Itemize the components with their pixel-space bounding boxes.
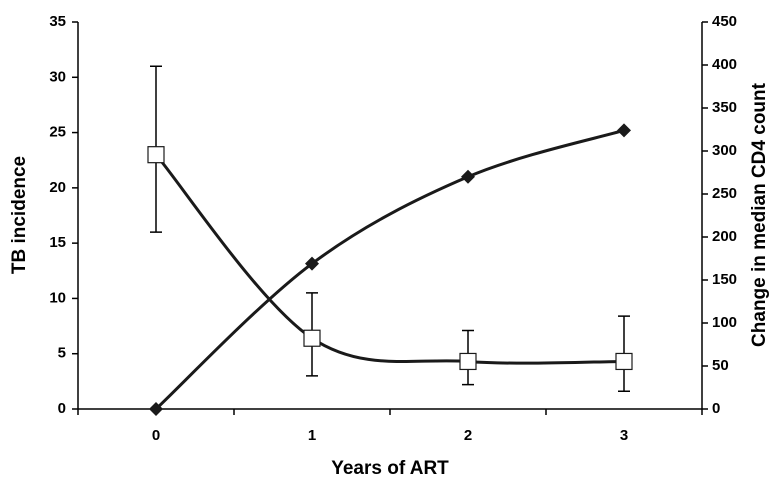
y-tick-label: 10 — [49, 289, 66, 306]
y2-tick-label: 0 — [712, 400, 720, 417]
y-axis-title: TB incidence — [9, 156, 30, 274]
y-tick-label: 25 — [49, 124, 66, 141]
y2-tick-label: 450 — [712, 13, 737, 30]
y2-tick-label: 300 — [712, 142, 737, 159]
y-tick-label: 15 — [49, 234, 66, 251]
marker-diamond — [461, 169, 475, 184]
marker-square — [303, 329, 321, 347]
y-tick-label: 35 — [49, 13, 66, 30]
y-tick-label: 20 — [49, 179, 66, 196]
y-tick-label: 0 — [58, 400, 66, 417]
y-tick-label: 30 — [49, 68, 66, 85]
x-tick-label: 1 — [308, 427, 316, 444]
x-axis-title: Years of ART — [331, 458, 449, 479]
x-tick-label: 3 — [620, 427, 628, 444]
marker-square — [615, 352, 633, 371]
series-line — [154, 153, 625, 365]
y2-tick-label: 250 — [712, 185, 737, 202]
y2-tick-label: 400 — [712, 56, 737, 73]
y-tick-label: 5 — [58, 345, 66, 362]
marker-square — [459, 352, 477, 371]
marker-diamond — [149, 402, 163, 416]
marker-diamond — [305, 256, 319, 271]
marker-diamond — [617, 123, 631, 138]
marker-square — [147, 146, 165, 164]
y2-tick-label: 50 — [712, 357, 729, 374]
y2-tick-label: 350 — [712, 99, 737, 116]
y2-axis-title: Change in median CD4 count — [749, 82, 770, 347]
y2-tick-label: 100 — [712, 314, 737, 331]
series-line — [154, 128, 625, 411]
x-tick-label: 0 — [152, 427, 160, 444]
x-tick-label: 2 — [464, 427, 472, 444]
y2-tick-label: 150 — [712, 271, 737, 288]
y2-tick-label: 200 — [712, 228, 737, 245]
